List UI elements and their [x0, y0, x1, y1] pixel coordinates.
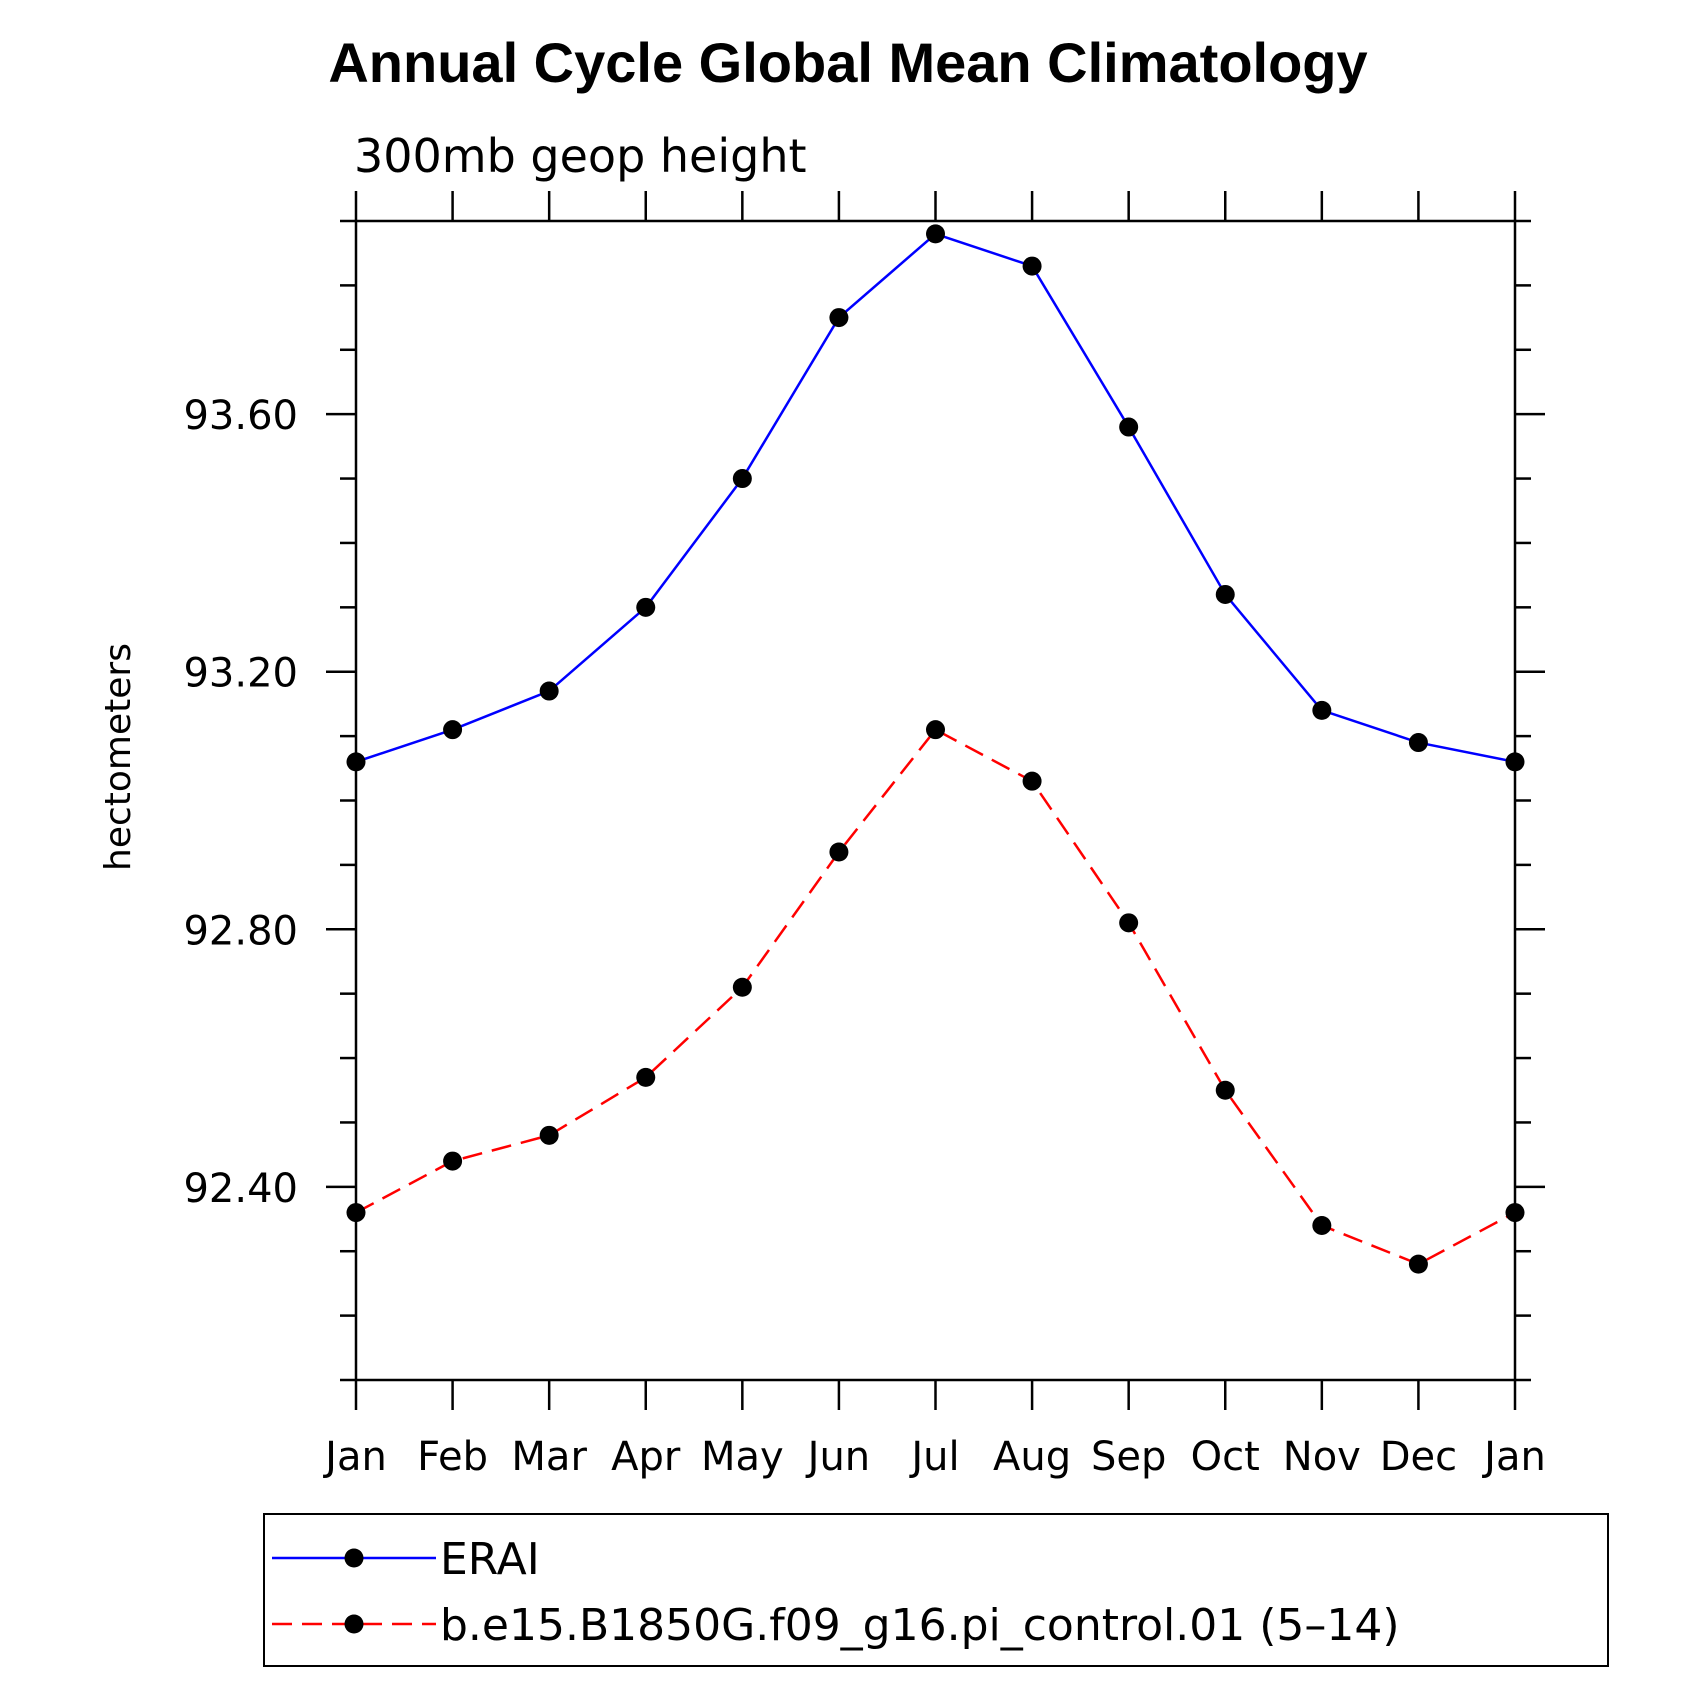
- series-line: [355, 232, 1516, 764]
- data-point: [1215, 584, 1235, 604]
- data-point: [926, 224, 945, 244]
- y-tick-label: 93.20: [183, 651, 298, 697]
- x-tick-label: Jan: [1481, 1434, 1546, 1480]
- chart-title: Annual Cycle Global Mean Climatology: [328, 31, 1367, 94]
- x-tick-label: Aug: [993, 1434, 1071, 1480]
- x-tick-label: Mar: [511, 1434, 587, 1480]
- axes: Jan Feb Mar Apr May Jun Jul Aug Sep Oct Nov Dec Jan 9…: [183, 191, 1546, 1480]
- data-point: [443, 1151, 463, 1171]
- data-point: [829, 842, 849, 862]
- data-point: [1505, 752, 1525, 772]
- x-tick-label: Apr: [611, 1434, 681, 1480]
- data-point: [1022, 771, 1042, 791]
- x-tick-label: Jul: [908, 1434, 959, 1480]
- data-point: [1312, 700, 1332, 720]
- x-tick-label: Jun: [805, 1434, 871, 1480]
- x-tick-label: Nov: [1283, 1434, 1361, 1480]
- x-tick-label: Sep: [1091, 1434, 1166, 1480]
- y-tick-label: 92.80: [183, 908, 298, 954]
- data-point: [926, 720, 945, 740]
- legend: ERAI b.e15.B1850G.f09_g16.pi_control.01 (…: [263, 1513, 1609, 1667]
- data-point: [346, 752, 366, 772]
- data-point: [443, 720, 463, 740]
- data-point: [539, 681, 559, 701]
- y-tick-label: 92.40: [183, 1166, 298, 1212]
- data-point: [1119, 913, 1139, 933]
- y-tick-label: 93.60: [183, 393, 298, 439]
- legend-box: [263, 1513, 1609, 1667]
- data-point: [636, 597, 656, 617]
- data-point: [1022, 256, 1042, 276]
- legend-marker: [344, 1614, 364, 1634]
- x-tick-label: Feb: [417, 1434, 488, 1480]
- legend-item-0: ERAI: [272, 1534, 540, 1585]
- chart-subtitle: 300mb geop height: [354, 129, 807, 183]
- x-tick-label: Oct: [1191, 1434, 1260, 1480]
- x-tick-label: Dec: [1380, 1434, 1457, 1480]
- series-layer: [346, 224, 1525, 1274]
- legend-label: ERAI: [440, 1534, 540, 1585]
- data-point: [732, 977, 752, 997]
- data-point: [1408, 1254, 1428, 1274]
- data-point: [346, 1203, 366, 1223]
- series-line: [355, 728, 1516, 1266]
- data-point: [1505, 1203, 1525, 1223]
- x-tick-label: Jan: [322, 1434, 387, 1480]
- data-point: [636, 1067, 656, 1087]
- legend-marker: [344, 1548, 364, 1568]
- data-point: [732, 469, 752, 489]
- data-point: [1312, 1215, 1332, 1235]
- data-point: [829, 308, 849, 328]
- series-1: [346, 720, 1525, 1274]
- x-tick-label: May: [701, 1434, 784, 1480]
- data-point: [1119, 417, 1139, 437]
- data-point: [1408, 733, 1428, 753]
- legend-item-1: b.e15.B1850G.f09_g16.pi_control.01 (5–14…: [272, 1600, 1400, 1651]
- data-point: [1215, 1080, 1235, 1100]
- data-point: [539, 1125, 559, 1145]
- y-axis-label: hectometers: [98, 643, 139, 871]
- series-0: [346, 224, 1525, 772]
- legend-label: b.e15.B1850G.f09_g16.pi_control.01 (5–14…: [440, 1600, 1400, 1651]
- plot-frame: [354, 219, 1517, 1382]
